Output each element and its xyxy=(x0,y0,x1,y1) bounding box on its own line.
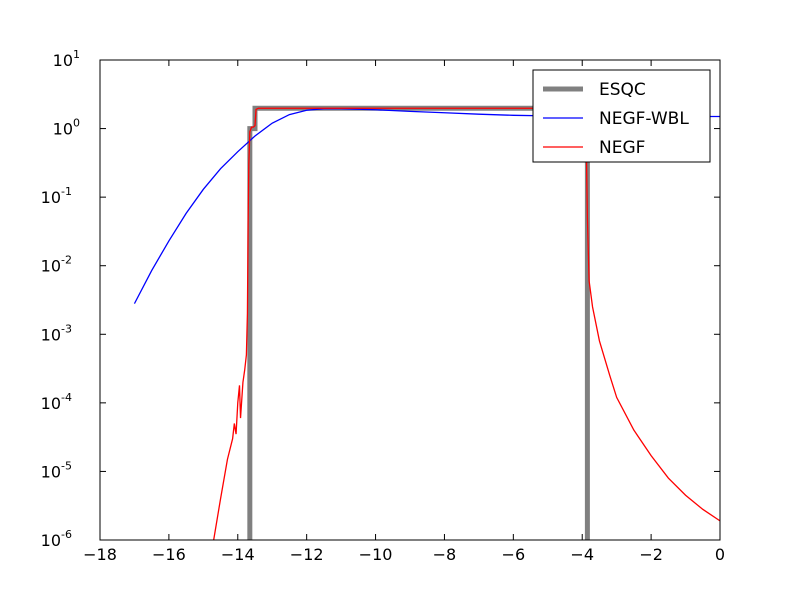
y-tick-exponent: -1 xyxy=(61,185,72,198)
y-tick-label: 10-4 xyxy=(41,391,72,413)
y-tick-label: 10-2 xyxy=(41,254,72,276)
x-tick-label: −12 xyxy=(290,545,324,564)
y-tick-label: 10-5 xyxy=(41,459,72,481)
x-tick-label: −4 xyxy=(570,545,594,564)
x-tick-label: 0 xyxy=(715,545,725,564)
legend-label-negf: NEGF xyxy=(599,138,645,158)
x-tick-label: −10 xyxy=(359,545,393,564)
y-tick-label: 100 xyxy=(53,117,80,139)
y-tick-exponent: -5 xyxy=(61,459,72,472)
x-tick-label: −8 xyxy=(433,545,457,564)
legend-label-esqc: ESQC xyxy=(599,80,646,100)
x-tick-label: −16 xyxy=(152,545,186,564)
x-tick-label: −18 xyxy=(83,545,117,564)
y-tick-exponent: 1 xyxy=(73,48,80,61)
series-line-negf xyxy=(213,107,720,540)
y-tick-exponent: -2 xyxy=(61,254,72,267)
y-tick-label: 10-3 xyxy=(41,322,72,344)
plot-frame xyxy=(99,59,721,541)
legend-label-negf-wbl: NEGF-WBL xyxy=(599,109,689,129)
x-tick-label: −14 xyxy=(221,545,255,564)
y-tick-exponent: -6 xyxy=(61,528,72,541)
x-tick-label: −2 xyxy=(639,545,663,564)
legend: ESQC NEGF-WBL NEGF xyxy=(532,69,711,163)
y-tick-exponent: -3 xyxy=(61,322,72,335)
y-tick-label: 101 xyxy=(53,48,80,70)
x-tick-label: −6 xyxy=(502,545,526,564)
y-tick-exponent: 0 xyxy=(73,117,80,130)
y-tick-label: 10-6 xyxy=(41,528,72,550)
y-tick-label: 10-1 xyxy=(41,185,72,207)
y-tick-exponent: -4 xyxy=(61,391,72,404)
